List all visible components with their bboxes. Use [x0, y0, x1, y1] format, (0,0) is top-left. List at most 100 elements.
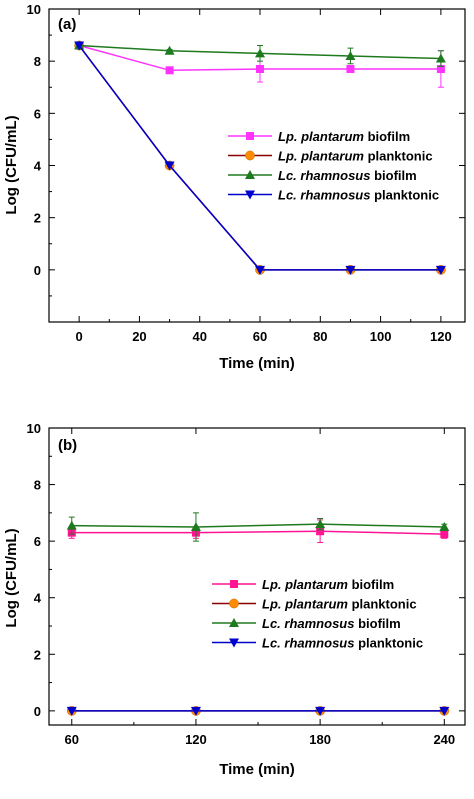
y-tick-label-a: 2 [34, 211, 41, 226]
data-point [346, 64, 355, 73]
legend-suffix: biofilm [370, 168, 416, 183]
series-b-3 [66, 512, 450, 542]
legend-species-name: Lp. plantarum [278, 129, 364, 144]
legend-suffix: planktonic [364, 149, 433, 164]
legend-suffix: planktonic [354, 636, 423, 651]
legend-item-a-4: Lc. rhamnosus planktonic [228, 188, 439, 203]
y-tick-label-b: 4 [34, 591, 42, 606]
x-tick-label-a: 60 [253, 329, 267, 344]
data-point [435, 53, 446, 63]
legend-item-b-3: Lc. rhamnosus biofilm [212, 616, 401, 631]
y-tick-label-b: 6 [34, 534, 41, 549]
x-tick-label-b: 240 [433, 732, 455, 747]
series-line-b-1 [71, 530, 445, 535]
x-tick-label-a: 20 [132, 329, 146, 344]
legend-item-a-1: Lp. plantarum biofilm [228, 129, 410, 144]
panel-label-b: (b) [58, 437, 77, 454]
legend-label: Lc. rhamnosus biofilm [278, 168, 417, 183]
legend-marker [245, 170, 255, 179]
series-b-1 [67, 519, 449, 544]
data-point [190, 706, 201, 716]
x-tick-label-b: 60 [65, 732, 79, 747]
legend-marker [229, 638, 239, 648]
legend-species-name: Lp. plantarum [278, 149, 364, 164]
legend-marker [246, 132, 254, 140]
legend-species-name: Lp. plantarum [262, 597, 348, 612]
y-axis-title-b: Log (CFU/mL) [3, 528, 20, 627]
legend-marker [229, 618, 239, 627]
legend-marker [245, 190, 255, 200]
x-tick-label-a: 0 [76, 329, 83, 344]
panel-b-chart: (b) Time (min) Log (CFU/mL) 60 120 180 240 0… [3, 421, 466, 778]
legend-suffix: biofilm [348, 577, 394, 592]
data-point [436, 64, 445, 73]
data-point [66, 520, 77, 530]
legend-species-name: Lc. rhamnosus [278, 188, 370, 203]
legend-label: Lc. rhamnosus planktonic [278, 188, 439, 203]
y-tick-label-a: 4 [34, 159, 42, 174]
y-tick-label-b: 8 [34, 478, 41, 493]
legend-species-name: Lc. rhamnosus [262, 616, 354, 631]
data-point [345, 50, 356, 60]
legend-marker [229, 598, 239, 609]
data-point [315, 706, 326, 716]
y-tick-label-a: 10 [27, 2, 41, 17]
x-tick-label-b: 180 [309, 732, 331, 747]
legend-item-a-3: Lc. rhamnosus biofilm [228, 168, 417, 183]
panel-label-a: (a) [58, 16, 76, 33]
x-tick-label-a: 80 [313, 329, 327, 344]
data-point [66, 706, 77, 716]
legend-label: Lp. plantarum planktonic [278, 149, 433, 164]
x-tick-label-a: 40 [192, 329, 206, 344]
data-point [256, 64, 265, 73]
x-axis-title-a: Time (min) [219, 355, 295, 372]
data-point [345, 265, 356, 275]
legend-item-b-1: Lp. plantarum biofilm [212, 577, 394, 592]
data-point [255, 265, 266, 275]
data-point [74, 41, 85, 51]
legend-item-a-2: Lp. plantarum planktonic [228, 149, 433, 164]
legend-item-b-2: Lp. plantarum planktonic [212, 597, 417, 612]
x-tick-label-b: 120 [185, 732, 207, 747]
data-point [439, 522, 450, 531]
y-tick-label-a: 8 [34, 54, 41, 69]
data-point [164, 45, 175, 55]
legend-species-name: Lc. rhamnosus [278, 168, 370, 183]
series-line-b-3 [71, 523, 445, 528]
ticks-a: 0 20 40 60 80 100 120 0 2 4 6 8 10 [27, 2, 465, 344]
data-point [190, 522, 201, 531]
ticks-b: 60 120 180 240 0 2 4 6 8 10 [27, 421, 465, 747]
legend-suffix: planktonic [370, 188, 439, 203]
series-a-4 [74, 41, 446, 275]
y-axis-title-a: Log (CFU/mL) [3, 115, 20, 214]
y-tick-label-a: 6 [34, 106, 41, 121]
plot-frame-b [48, 427, 466, 726]
series-a-3 [74, 40, 446, 67]
y-tick-label-b: 2 [34, 647, 41, 662]
data-point [316, 527, 325, 536]
legend-species-name: Lc. rhamnosus [262, 636, 354, 651]
y-tick-label-a: 0 [34, 263, 41, 278]
legend-label: Lp. plantarum biofilm [262, 577, 394, 592]
legend-label: Lc. rhamnosus biofilm [262, 616, 401, 631]
data-point [439, 706, 450, 716]
legend-marker [230, 580, 238, 588]
series-group-a [74, 40, 446, 275]
legend-label: Lc. rhamnosus planktonic [262, 636, 423, 651]
x-tick-label-a: 100 [370, 329, 392, 344]
y-tick-label-b: 0 [34, 704, 41, 719]
legend-suffix: biofilm [364, 129, 410, 144]
data-point [315, 519, 326, 529]
legend-label: Lp. plantarum biofilm [278, 129, 410, 144]
y-tick-label-b: 10 [27, 421, 41, 436]
legend-b: Lp. plantarum biofilm Lp. plantarum plank… [212, 577, 423, 651]
x-axis-title-b: Time (min) [219, 761, 295, 778]
data-point [435, 265, 446, 275]
legend-label: Lp. plantarum planktonic [262, 597, 417, 612]
legend-marker [245, 150, 255, 161]
data-point [165, 66, 174, 75]
legend-suffix: planktonic [348, 597, 417, 612]
x-tick-label-a: 120 [430, 329, 452, 344]
